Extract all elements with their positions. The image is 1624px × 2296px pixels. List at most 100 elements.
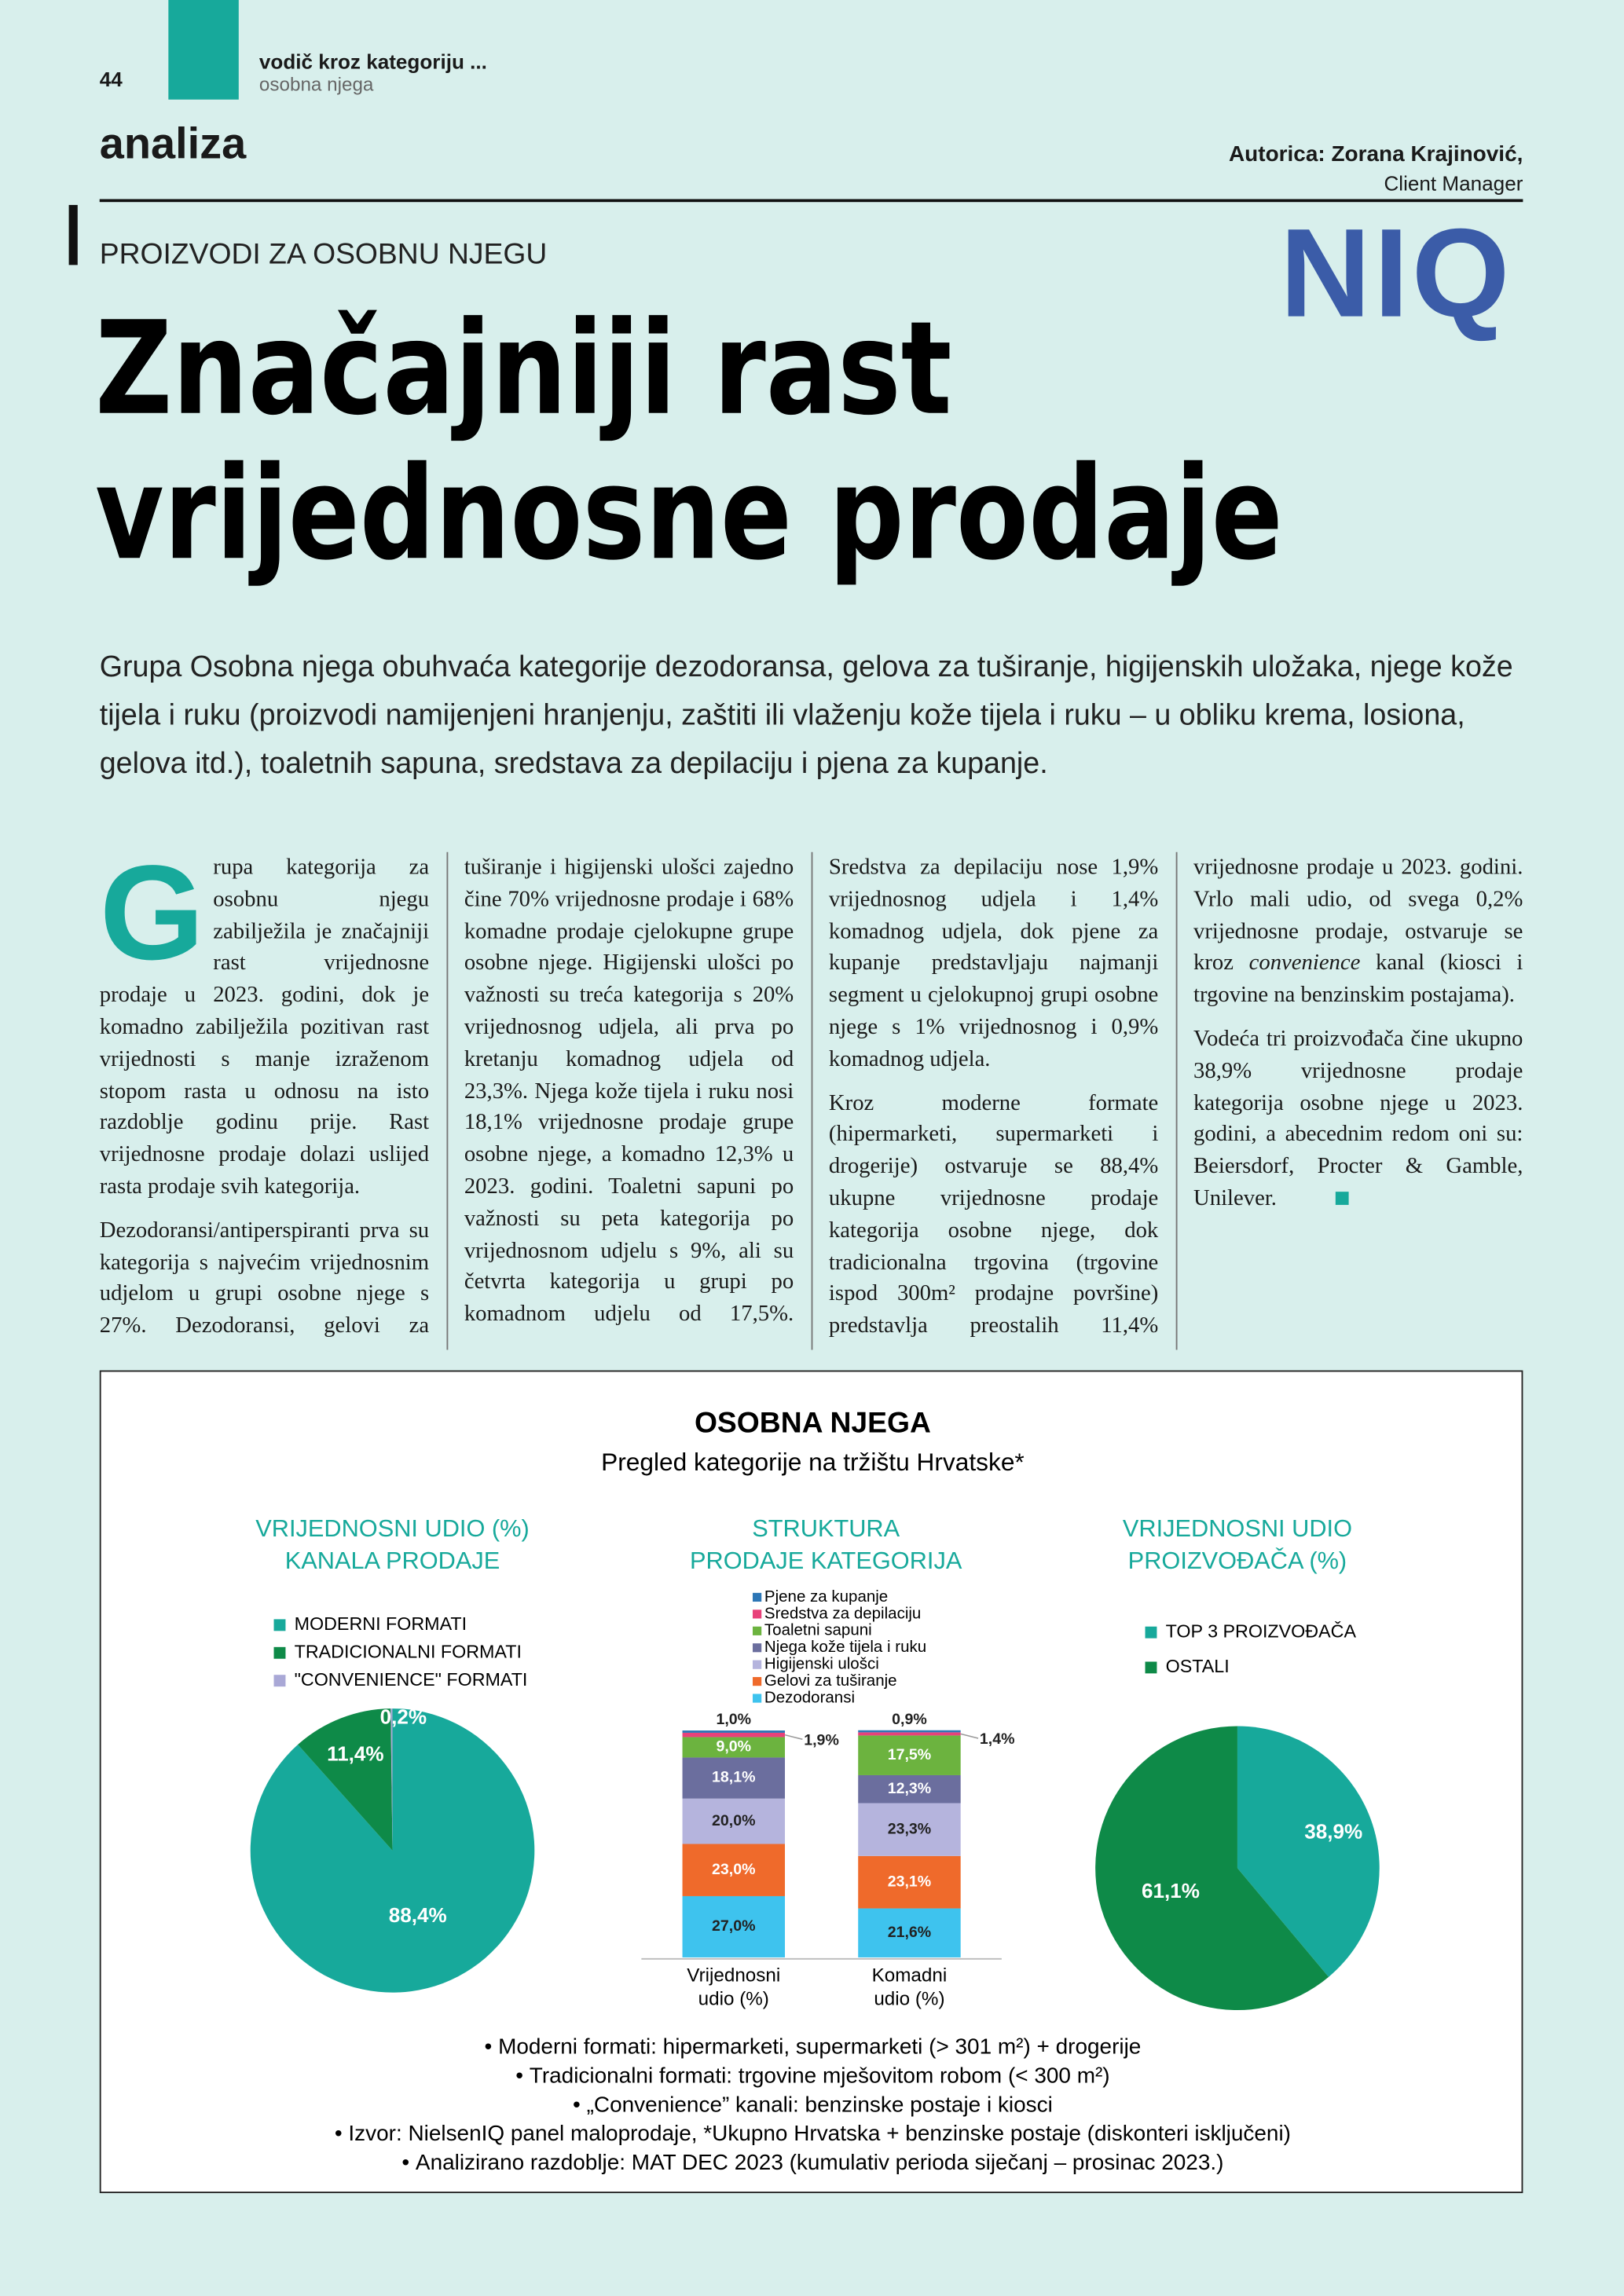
rubric: analiza <box>99 119 247 169</box>
paragraph-text: convenience <box>1248 950 1361 976</box>
bar-segment <box>682 1798 786 1844</box>
legend-swatch <box>753 1694 762 1703</box>
bar-segment <box>682 1757 786 1799</box>
legend-label: OSTALI <box>1166 1656 1230 1676</box>
legend-swatch <box>753 1626 762 1635</box>
legend-label: TRADICIONALNI FORMATI <box>295 1641 522 1661</box>
bullet: • <box>485 2034 499 2059</box>
pie-slice <box>390 1708 393 1851</box>
leader-line <box>784 1734 803 1741</box>
legend-label: Gelovi za tuširanje <box>764 1672 897 1690</box>
legend-swatch <box>273 1646 286 1659</box>
legend-label: Toaletni sapuni <box>764 1621 872 1639</box>
figure-title: OSOBNA NJEGA <box>695 1405 931 1438</box>
legend-label: Sredstva za depilaciju <box>764 1604 921 1622</box>
lead: Grupa Osobna njega obuhvaća kategorije d… <box>99 651 1513 781</box>
x-tick-label: Vrijednosni <box>687 1965 780 1987</box>
data-label: 61,1% <box>1142 1879 1200 1902</box>
legend-label: Pjene za kupanje <box>764 1587 888 1606</box>
legend-label: TOP 3 PROIZVOĐAČA <box>1166 1620 1357 1641</box>
rule <box>99 199 1523 203</box>
bullet: • <box>401 2151 416 2175</box>
pie-slice <box>250 1708 535 1993</box>
chart-title: VRIJEDNOSNI UDIO <box>1123 1514 1352 1542</box>
author-role: Client Manager <box>1384 171 1523 195</box>
data-label: 21,6% <box>888 1924 931 1941</box>
x-tick-label: Komadni <box>872 1965 948 1987</box>
bar-segment <box>858 1732 961 1736</box>
figure-subtitle: Pregled kategorije na tržištu Hrvatske* <box>601 1448 1025 1476</box>
data-label: 18,1% <box>712 1769 755 1786</box>
data-label: 23,0% <box>712 1861 755 1878</box>
legend-swatch <box>273 1675 286 1687</box>
data-label: 12,3% <box>888 1780 931 1797</box>
note-text: Analizirano razdoblje: MAT DEC 2023 (kum… <box>416 2151 1224 2175</box>
data-label: 9,0% <box>716 1738 751 1756</box>
figure: OSOBNA NJEGA Pregled kategorije na tržišt… <box>99 1370 1523 2194</box>
legend-swatch <box>1145 1626 1157 1639</box>
paragraph-text: Vodeća tri proizvođača čine ukupno 38,9%… <box>1193 1026 1523 1211</box>
paragraph-text: Kroz moderne formate (hipermarketi, supe… <box>828 855 1523 1338</box>
paragraph-text: rupa kategorija za osobnu njegu zabiljež… <box>99 855 430 1199</box>
legend-label: MODERNI FORMATI <box>295 1613 467 1634</box>
paragraph: Dezodoransi/antiperspiranti prva su kate… <box>100 852 1159 1350</box>
x-tick-label: udio (%) <box>874 1988 944 2009</box>
headline: Značajniji rast vrijednosne prodaje <box>95 294 1283 589</box>
legend-swatch <box>753 1609 762 1619</box>
note: • Izvor: NielsenIQ panel maloprodaje, *U… <box>335 2122 1291 2146</box>
note-text: Tradicionalni formati: trgovine mješovit… <box>530 2063 1110 2088</box>
data-label: 27,0% <box>712 1917 755 1935</box>
pie-slice <box>1237 1726 1380 1977</box>
legend-swatch <box>753 1660 762 1669</box>
headline-line: vrijednosne prodaje <box>95 438 1283 588</box>
legend-swatch <box>1145 1661 1157 1674</box>
note: • Tradicionalni formati: trgovine mješov… <box>515 2063 1109 2088</box>
data-label: 17,5% <box>888 1746 931 1763</box>
leader-line <box>960 1733 979 1739</box>
author: Autorica: Zorana Krajinović, <box>1228 141 1523 167</box>
bullet: • <box>573 2093 587 2117</box>
data-label: 0,2% <box>380 1705 427 1729</box>
bar-segment <box>858 1855 961 1909</box>
logo: NIQ <box>1279 203 1513 345</box>
data-label: 20,0% <box>712 1812 755 1829</box>
chart-title: PRODAJE KATEGORIJA <box>690 1547 962 1574</box>
paragraph-text: kanal (kiosci i trgovine na benzinskim p… <box>1193 950 1523 1008</box>
subsection: osobna njega <box>258 73 374 96</box>
data-label: 1,4% <box>980 1730 1015 1748</box>
legend-label: "CONVENIENCE" FORMATI <box>295 1669 528 1690</box>
bar-segment <box>858 1735 961 1775</box>
chart-title: PROIZVOĐAČA (%) <box>1128 1547 1347 1574</box>
data-label: 88,4% <box>389 1903 447 1927</box>
data-label: 38,9% <box>1304 1820 1362 1844</box>
bullet: • <box>335 2122 349 2146</box>
note-text: „Convenience” kanali: benzinske postaje … <box>587 2093 1053 2117</box>
paragraph-text: Dezodoransi/antiperspiranti prva su kate… <box>99 855 1159 1338</box>
page-number: 44 <box>99 67 123 91</box>
bar-segment <box>682 1737 786 1758</box>
bar-segment <box>682 1732 786 1738</box>
chart-title: KANALA PRODAJE <box>285 1547 500 1574</box>
note: • „Convenience” kanali: benzinske postaj… <box>573 2093 1053 2117</box>
header-block <box>168 0 239 100</box>
legend-swatch <box>273 1619 286 1631</box>
data-label: 1,0% <box>716 1711 751 1728</box>
bar-segment <box>682 1844 786 1896</box>
section: vodič kroz kategoriju ... <box>258 49 487 74</box>
note-text: Moderni formati: hipermarketi, supermark… <box>498 2034 1141 2059</box>
kicker: PROIZVODI ZA OSOBNU NJEGU <box>99 238 548 271</box>
end-mark <box>1335 1192 1349 1205</box>
headline-line: Značajniji rast <box>95 294 951 444</box>
data-label: 1,9% <box>804 1731 839 1749</box>
legend-swatch <box>753 1643 762 1653</box>
kicker-bar <box>68 204 78 265</box>
legend-swatch <box>753 1592 762 1602</box>
chart-title: VRIJEDNOSNI UDIO (%) <box>255 1514 530 1542</box>
data-label: 23,3% <box>888 1820 931 1837</box>
legend-swatch <box>753 1677 762 1686</box>
data-label: 11,4% <box>327 1741 384 1765</box>
chart-title: STRUKTURA <box>752 1514 900 1542</box>
